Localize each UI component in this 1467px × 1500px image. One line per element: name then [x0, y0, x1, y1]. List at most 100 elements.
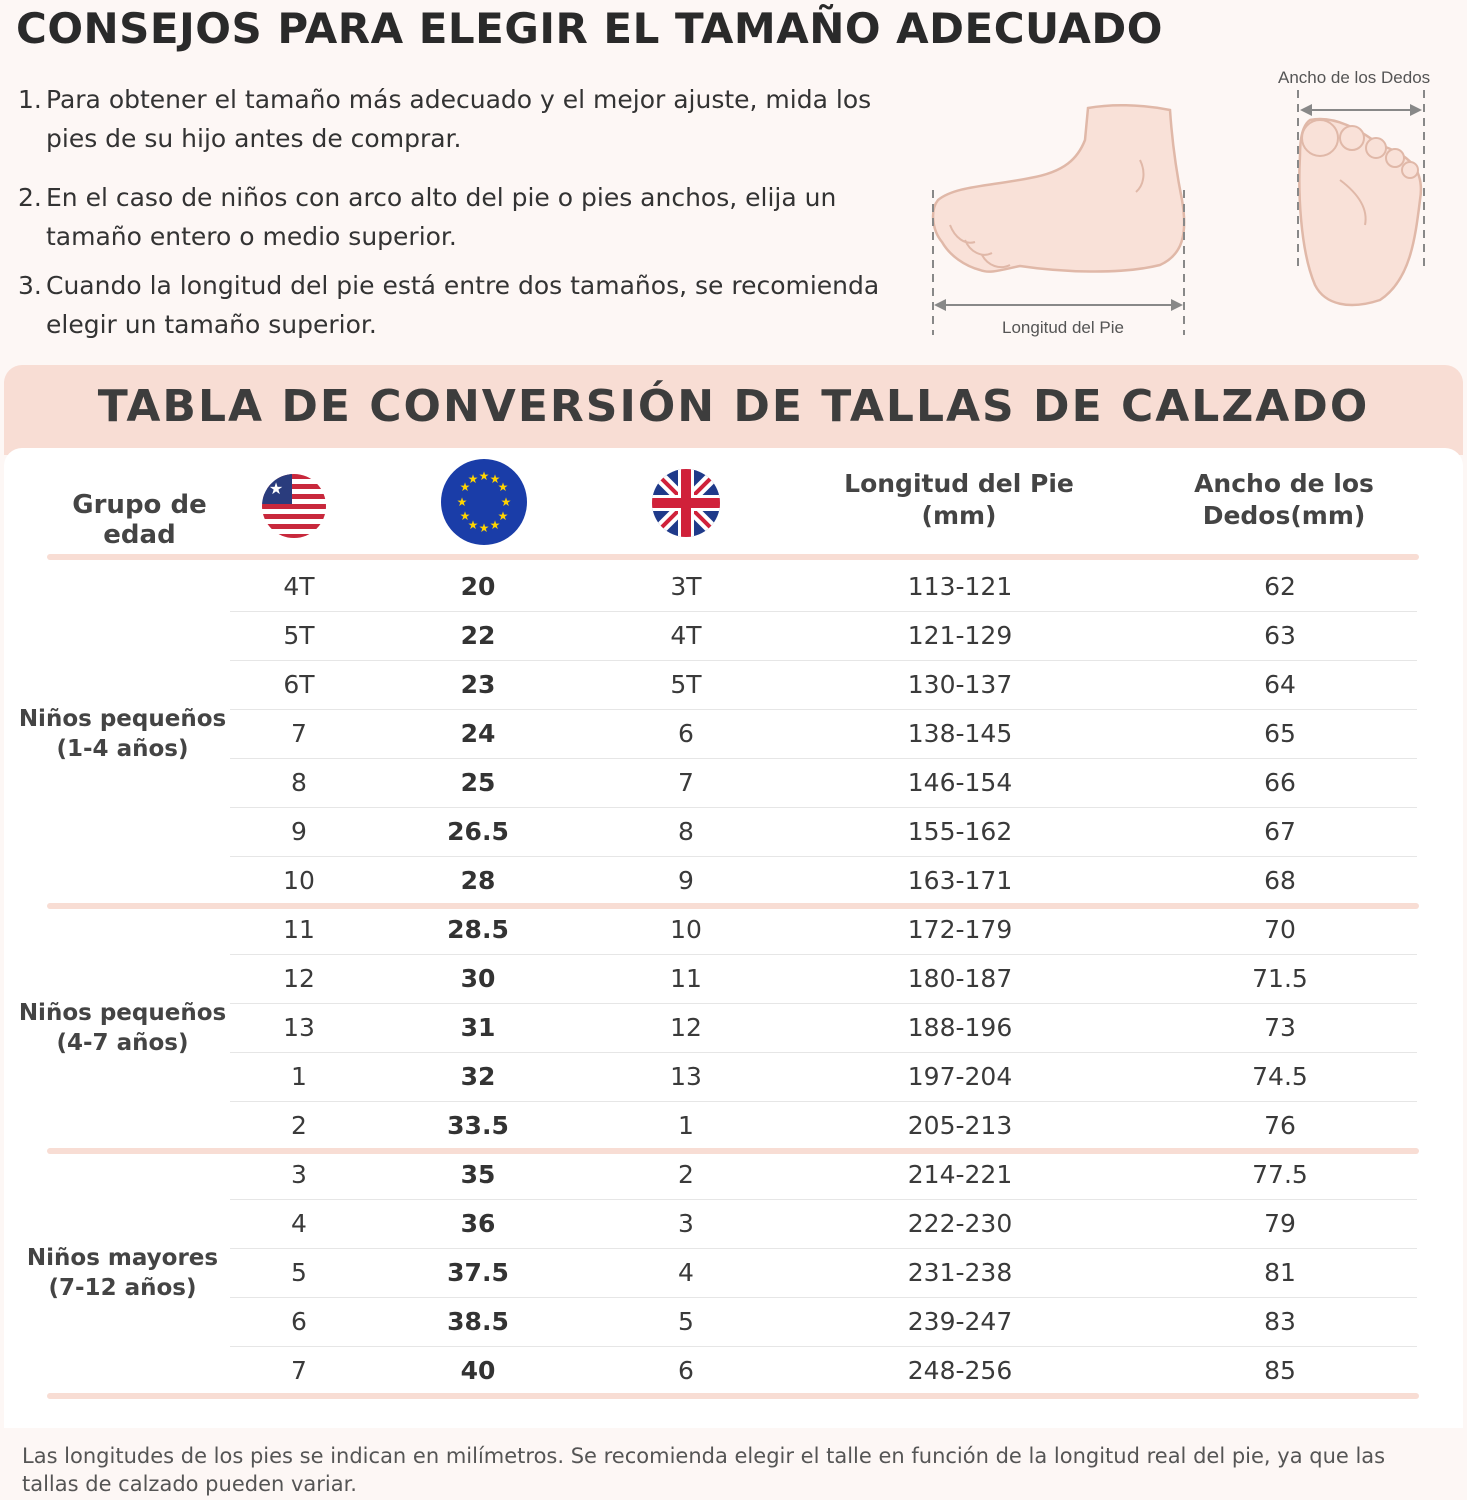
- side-foot-icon: [931, 103, 1186, 273]
- foot-length-cell: 248-256: [907, 1356, 1013, 1385]
- uk-size-cell: 12: [670, 1013, 702, 1042]
- us-size-cell: 11: [283, 915, 315, 944]
- us-size-cell: 8: [291, 768, 307, 797]
- group-separator: [47, 1393, 1419, 1399]
- foot-length-header: Longitud del Pie (mm): [844, 469, 1074, 530]
- toe-width-cell: 70: [1264, 915, 1296, 944]
- eu-size-cell: 32: [460, 1062, 496, 1091]
- eu-size-cell: 33.5: [447, 1111, 509, 1140]
- foot-length-cell: 197-204: [907, 1062, 1013, 1091]
- uk-size-cell: 9: [678, 866, 694, 895]
- toe-width-cell: 74.5: [1252, 1062, 1308, 1091]
- us-size-cell: 3: [291, 1160, 307, 1189]
- table-row: 3 35 2 214-221 77.5: [230, 1150, 1417, 1200]
- us-size-cell: 9: [291, 817, 307, 846]
- tip-text: Cuando la longitud del pie está entre do…: [46, 271, 880, 339]
- svg-text:★: ★: [457, 495, 468, 509]
- svg-text:★: ★: [498, 480, 509, 494]
- table-heading-band: TABLA DE CONVERSIÓN DE TALLAS DE CALZADO: [4, 365, 1463, 455]
- foot-length-cell: 231-238: [907, 1258, 1013, 1287]
- uk-size-cell: 13: [670, 1062, 702, 1091]
- foot-length-cell: 214-221: [907, 1160, 1013, 1189]
- age-group-header: Grupo de edad: [72, 490, 207, 550]
- table-row: 6 38.5 5 239-247 83: [230, 1297, 1417, 1347]
- table-row: 5 37.5 4 231-238 81: [230, 1248, 1417, 1298]
- tip-number: 2.: [18, 183, 42, 212]
- svg-text:★: ★: [501, 495, 512, 509]
- eu-size-cell: 28: [460, 866, 496, 895]
- svg-text:★: ★: [498, 509, 509, 523]
- us-size-cell: 6: [291, 1307, 307, 1336]
- toe-width-cell: 68: [1264, 866, 1296, 895]
- group-separator: [47, 554, 1419, 560]
- table-row: 7 24 6 138-145 65: [230, 709, 1417, 759]
- page-title: CONSEJOS PARA ELEGIR EL TAMAÑO ADECUADO: [16, 4, 1163, 53]
- eu-size-cell: 40: [460, 1356, 496, 1385]
- uk-size-cell: 5T: [670, 670, 702, 699]
- tips-list: 1. Para obtener el tamaño más adecuado y…: [18, 80, 898, 364]
- eu-size-cell: 20: [460, 572, 496, 601]
- us-size-cell: 1: [291, 1062, 307, 1091]
- toe-width-cell: 83: [1264, 1307, 1296, 1336]
- toe-width-cell: 67: [1264, 817, 1296, 846]
- foot-length-cell: 130-137: [907, 670, 1013, 699]
- toe-width-cell: 65: [1264, 719, 1296, 748]
- table-row: 13 31 12 188-196 73: [230, 1003, 1417, 1053]
- eu-size-cell: 31: [460, 1013, 496, 1042]
- foot-length-cell: 121-129: [907, 621, 1013, 650]
- toe-width-cell: 62: [1264, 572, 1296, 601]
- table-row: 5T 22 4T 121-129 63: [230, 611, 1417, 661]
- uk-size-cell: 8: [678, 817, 694, 846]
- foot-measurement-illustration: Longitud del Pie Ancho de los Dedos: [920, 60, 1460, 350]
- us-size-cell: 5: [291, 1258, 307, 1287]
- table-row: 2 33.5 1 205-213 76: [230, 1101, 1417, 1150]
- table-row: 10 28 9 163-171 68: [230, 856, 1417, 905]
- age-group-label: Niños pequeños (1-4 años): [18, 705, 227, 762]
- uk-size-cell: 11: [670, 964, 702, 993]
- foot-length-cell: 222-230: [907, 1209, 1013, 1238]
- toe-width-cell: 64: [1264, 670, 1296, 699]
- svg-text:★: ★: [490, 472, 501, 486]
- eu-size-cell: 37.5: [447, 1258, 509, 1287]
- uk-size-cell: 2: [678, 1160, 694, 1189]
- tip-text: Para obtener el tamaño más adecuado y el…: [46, 85, 872, 153]
- svg-text:★: ★: [468, 472, 479, 486]
- eu-size-cell: 26.5: [447, 817, 509, 846]
- table-title: TABLA DE CONVERSIÓN DE TALLAS DE CALZADO: [97, 381, 1370, 432]
- tip-number: 1.: [18, 85, 42, 114]
- toe-width-cell: 76: [1264, 1111, 1296, 1140]
- foot-diagram: [931, 90, 1425, 335]
- svg-text:★: ★: [269, 481, 283, 498]
- uk-size-cell: 6: [678, 719, 694, 748]
- age-group-label: Niños pequeños (4-7 años): [18, 999, 227, 1056]
- eu-size-cell: 35: [460, 1160, 496, 1189]
- toe-width-cell: 63: [1264, 621, 1296, 650]
- foot-length-cell: 163-171: [907, 866, 1013, 895]
- foot-length-cell: 146-154: [907, 768, 1013, 797]
- us-size-cell: 12: [283, 964, 315, 993]
- svg-text:★: ★: [479, 469, 490, 483]
- table-row: 9 26.5 8 155-162 67: [230, 807, 1417, 857]
- eu-size-cell: 22: [460, 621, 496, 650]
- us-size-cell: 4T: [283, 572, 315, 601]
- foot-length-cell: 188-196: [907, 1013, 1013, 1042]
- tip-item: 2. En el caso de niños con arco alto del…: [18, 178, 898, 256]
- us-flag-icon: ★: [262, 474, 326, 538]
- eu-size-cell: 28.5: [447, 915, 509, 944]
- toe-width-cell: 77.5: [1252, 1160, 1308, 1189]
- uk-flag-icon: [652, 469, 720, 537]
- eu-size-cell: 23: [460, 670, 496, 699]
- table-row: 6T 23 5T 130-137 64: [230, 660, 1417, 710]
- us-size-cell: 7: [291, 719, 307, 748]
- eu-size-cell: 30: [460, 964, 496, 993]
- table-row: 12 30 11 180-187 71.5: [230, 954, 1417, 1004]
- foot-length-cell: 138-145: [907, 719, 1013, 748]
- table-row: 4T 20 3T 113-121 62: [230, 562, 1417, 612]
- uk-size-cell: 10: [670, 915, 702, 944]
- us-size-cell: 13: [283, 1013, 315, 1042]
- tip-item: 3. Cuando la longitud del pie está entre…: [18, 266, 898, 344]
- svg-text:★: ★: [490, 518, 501, 532]
- us-size-cell: 6T: [283, 670, 315, 699]
- foot-length-cell: 172-179: [907, 915, 1013, 944]
- toe-width-header: Ancho de los Dedos(mm): [1194, 469, 1374, 530]
